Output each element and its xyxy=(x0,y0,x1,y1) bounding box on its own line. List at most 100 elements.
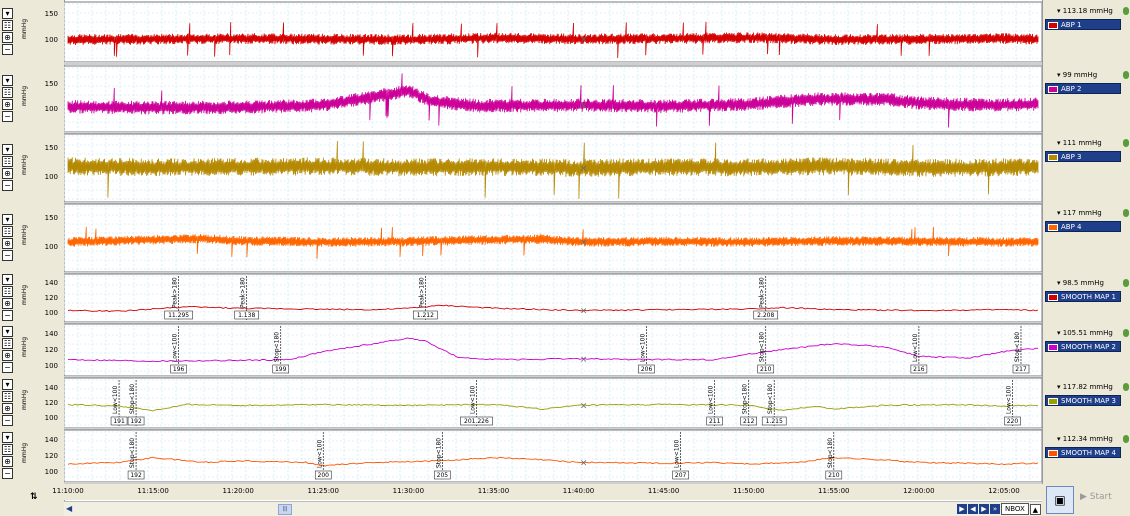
event-marker-label: Stop<180 xyxy=(742,384,749,414)
time-axis: 11:10:00 11:15:00 11:20:00 11:25:00 11:30:00… xyxy=(52,484,1042,500)
step-back-icon[interactable]: ◀ xyxy=(968,504,978,514)
trend-line xyxy=(67,456,1039,467)
legend-item[interactable]: ABP 3 xyxy=(1045,151,1121,162)
zoom-out-icon[interactable]: − xyxy=(2,415,13,426)
event-marker-value: 210 xyxy=(760,366,772,373)
event-marker-value: 199 xyxy=(275,366,287,373)
y-unit-label: mmHg xyxy=(21,85,28,106)
event-marker-label: Peak>180 xyxy=(240,277,247,308)
zoom-out-icon[interactable]: − xyxy=(2,180,13,191)
zoom-out-icon[interactable]: − xyxy=(2,310,13,321)
scroll-left-icon[interactable]: ◀ xyxy=(66,504,73,513)
zoom-out-icon[interactable]: − xyxy=(2,250,13,261)
event-marker-box xyxy=(761,416,787,426)
zoom-out-icon[interactable]: − xyxy=(2,362,13,373)
zoom-in-icon[interactable]: ⊕ xyxy=(2,168,13,179)
step-forward-icon[interactable]: ▶ xyxy=(979,504,989,514)
x-tick-label: 11:55:00 xyxy=(818,487,850,495)
zoom-in-icon[interactable]: ⊕ xyxy=(2,99,13,110)
event-marker-value: 200 xyxy=(318,472,330,479)
legend-item[interactable]: ABP 1 xyxy=(1045,19,1121,30)
zoom-in-icon[interactable]: ⊕ xyxy=(2,403,13,414)
settings-icon[interactable]: ☷ xyxy=(2,87,13,98)
event-marker-box xyxy=(164,310,193,320)
cursor-marker: × xyxy=(580,458,588,468)
x-tick-label: 11:40:00 xyxy=(562,487,595,495)
legend-swatch xyxy=(1048,449,1058,457)
zoom-in-icon[interactable]: ⊕ xyxy=(2,298,13,309)
collapse-icon[interactable]: ▾ xyxy=(2,214,13,225)
y-tick-label: 140 xyxy=(44,436,58,444)
channel-value: ▾ 105.51 mmHg xyxy=(1057,329,1113,337)
y-tick-label: 140 xyxy=(44,279,58,288)
event-marker-value: 205 xyxy=(437,472,449,479)
settings-icon[interactable]: ☷ xyxy=(2,226,13,237)
legend-label: ABP 3 xyxy=(1061,153,1082,161)
play-icon[interactable]: ▶ xyxy=(957,504,967,514)
bottom-controls: ▣ ▶ Start xyxy=(1042,484,1130,516)
legend-swatch xyxy=(1048,153,1058,161)
zoom-in-icon[interactable]: ⊕ xyxy=(2,238,13,249)
scroll-thumb[interactable]: ||| xyxy=(278,504,292,515)
legend-item[interactable]: SMOOTH MAP 1 xyxy=(1045,291,1121,302)
legend-swatch xyxy=(1048,397,1058,405)
y-tick-label: 100 xyxy=(44,308,58,317)
event-marker-box xyxy=(314,470,332,480)
y-tick-label: 100 xyxy=(44,105,58,114)
cursor-marker: × xyxy=(580,35,588,45)
time-scrollbar[interactable]: ◀ ||| ▶ ◀ ▶ » NBOX ▲ xyxy=(64,501,1042,516)
legend-item[interactable]: SMOOTH MAP 3 xyxy=(1045,395,1121,406)
zoom-out-icon[interactable]: − xyxy=(2,111,13,122)
collapse-icon[interactable]: ▾ xyxy=(2,274,13,285)
legend-swatch xyxy=(1048,21,1058,29)
event-marker-box xyxy=(753,310,779,320)
settings-icon[interactable]: ☷ xyxy=(2,156,13,167)
status-icon xyxy=(1123,209,1129,217)
waveform-line xyxy=(67,21,1039,58)
legend-item[interactable]: ABP 2 xyxy=(1045,83,1121,94)
collapse-icon[interactable]: ▾ xyxy=(2,432,13,443)
waveform-chart[interactable]: × × × × × Peak>180 11.295 Peak>180 1.138 Peak>180… xyxy=(63,0,1043,485)
event-marker-label: Low<100 xyxy=(172,334,179,362)
eject-icon[interactable]: ▲ xyxy=(1029,503,1041,515)
event-marker-label: Stop<180 xyxy=(1014,332,1021,362)
zoom-in-icon[interactable]: ⊕ xyxy=(2,456,13,467)
start-button[interactable]: ▶ Start xyxy=(1080,492,1112,502)
collapse-icon[interactable]: ▾ xyxy=(2,326,13,337)
monitor-icon[interactable]: ▣ xyxy=(1046,486,1074,514)
legend-item[interactable]: SMOOTH MAP 2 xyxy=(1045,341,1121,352)
plot-area[interactable]: × × × × × Peak>180 11.295 Peak>180 1.138 Peak>180… xyxy=(63,0,1043,516)
event-marker-box xyxy=(672,470,689,480)
settings-icon[interactable]: ☷ xyxy=(2,20,13,31)
settings-icon[interactable]: ☷ xyxy=(2,391,13,402)
y-tick-label: 150 xyxy=(44,10,58,19)
zoom-out-icon[interactable]: − xyxy=(2,468,13,479)
fast-forward-icon[interactable]: » xyxy=(990,504,1000,514)
legend-label: SMOOTH MAP 1 xyxy=(1061,293,1116,301)
y-tick-label: 120 xyxy=(44,346,58,354)
settings-icon[interactable]: ☷ xyxy=(2,444,13,455)
legend-item[interactable]: ABP 4 xyxy=(1045,221,1121,232)
panel-frame xyxy=(63,1,1043,63)
channel-value: ▾ 113.18 mmHg xyxy=(1057,7,1113,15)
zoom-in-icon[interactable]: ⊕ xyxy=(2,32,13,43)
collapse-icon[interactable]: ▾ xyxy=(2,144,13,155)
settings-icon[interactable]: ☷ xyxy=(2,286,13,297)
event-marker-box xyxy=(434,470,451,480)
settings-icon[interactable]: ☷ xyxy=(2,338,13,349)
channel-value: ▾ 98.5 mmHg xyxy=(1057,279,1104,287)
collapse-icon[interactable]: ▾ xyxy=(2,379,13,390)
panel-frame xyxy=(63,273,1043,323)
waveform-line xyxy=(67,140,1039,199)
event-marker-label: Stop<180 xyxy=(129,384,136,414)
collapse-icon[interactable]: ▾ xyxy=(2,8,13,19)
nav-box[interactable]: NBOX xyxy=(1001,503,1029,515)
x-tick-label: 11:10:00 xyxy=(52,487,84,495)
legend-item[interactable]: SMOOTH MAP 4 xyxy=(1045,447,1121,458)
zoom-in-icon[interactable]: ⊕ xyxy=(2,350,13,361)
cursor-icon[interactable]: ⇅ xyxy=(30,492,38,502)
panel-separator xyxy=(64,62,1042,65)
zoom-out-icon[interactable]: − xyxy=(2,44,13,55)
collapse-icon[interactable]: ▾ xyxy=(2,75,13,86)
panel-frame xyxy=(63,377,1043,429)
